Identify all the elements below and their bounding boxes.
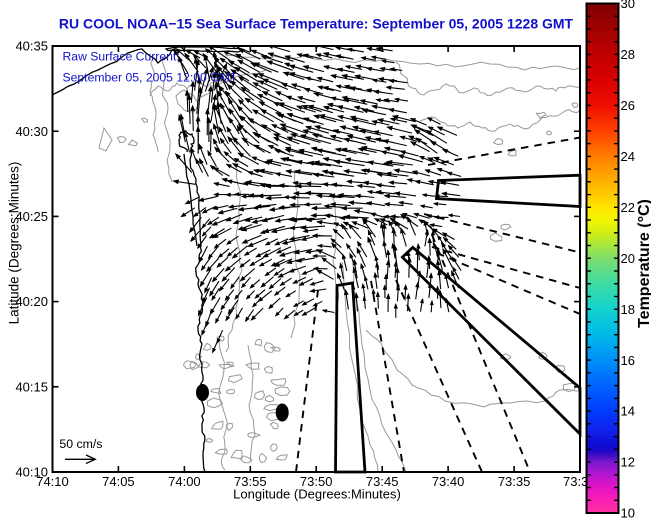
svg-text:22: 22 [621,200,635,215]
svg-text:12: 12 [621,455,635,470]
svg-text:40:15: 40:15 [15,379,48,394]
svg-text:73:45: 73:45 [366,474,399,489]
svg-text:74:10: 74:10 [36,474,69,489]
svg-text:40:20: 40:20 [15,294,48,309]
svg-text:40:10: 40:10 [15,465,48,480]
svg-text:73:50: 73:50 [300,474,333,489]
svg-text:40:30: 40:30 [15,124,48,139]
svg-text:Raw Surface Current:: Raw Surface Current: [63,50,180,64]
svg-text:40:35: 40:35 [15,39,48,54]
svg-text:26: 26 [621,98,635,113]
svg-text:74:05: 74:05 [102,474,135,489]
svg-text:10: 10 [621,506,635,518]
svg-text:Latitude (Degrees:Minutes): Latitude (Degrees:Minutes) [7,162,22,325]
svg-text:30: 30 [621,0,635,11]
svg-text:28: 28 [621,47,635,62]
svg-text:73:3: 73:3 [563,474,588,489]
svg-text:74:00: 74:00 [168,474,201,489]
svg-text:73:55: 73:55 [234,474,267,489]
svg-text:16: 16 [621,353,635,368]
svg-text:18: 18 [621,302,635,317]
svg-text:50 cm/s: 50 cm/s [59,437,102,451]
svg-text:September 05, 2005 12:00 GMT: September 05, 2005 12:00 GMT [63,71,238,85]
svg-text:14: 14 [621,404,635,419]
svg-text:40:25: 40:25 [15,209,48,224]
svg-text:24: 24 [621,149,635,164]
svg-text:RU COOL NOAA−15 Sea Surface: RU COOL NOAA−15 Sea Surface Temperature:… [59,16,574,32]
svg-text:20: 20 [621,251,635,266]
svg-text:73:35: 73:35 [498,474,531,489]
svg-text:73:40: 73:40 [432,474,465,489]
svg-text:Temperature (°C): Temperature (°C) [636,199,651,328]
svg-text:Longitude (Degrees:Minutes): Longitude (Degrees:Minutes) [233,487,401,502]
